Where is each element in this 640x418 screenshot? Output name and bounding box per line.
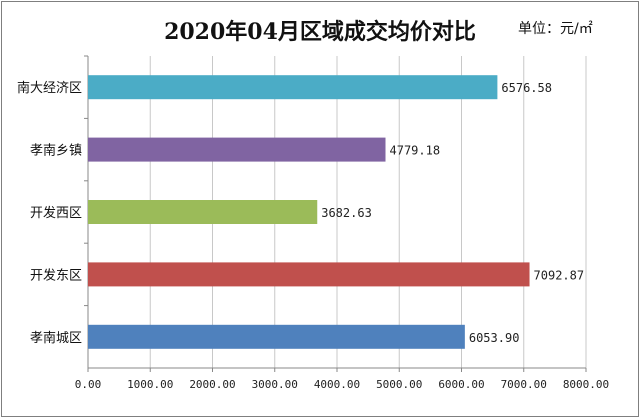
x-tick-label: 7000.00 bbox=[501, 378, 547, 391]
category-label: 孝南城区 bbox=[30, 330, 82, 346]
data-label: 6053.90 bbox=[469, 331, 520, 345]
x-tick-label: 8000.00 bbox=[563, 378, 609, 391]
category-label: 开发西区 bbox=[30, 205, 82, 221]
data-label: 7092.87 bbox=[534, 268, 585, 282]
x-tick-label: 5000.00 bbox=[376, 378, 422, 391]
x-tick-label: 3000.00 bbox=[252, 378, 298, 391]
bar bbox=[88, 137, 386, 162]
unit-label: 单位：元/㎡ bbox=[518, 21, 593, 37]
bar bbox=[88, 324, 465, 349]
x-tick-label: 0.00 bbox=[75, 378, 102, 391]
bar bbox=[88, 75, 498, 100]
x-tick-label: 4000.00 bbox=[314, 378, 360, 391]
category-label: 南大经济区 bbox=[17, 80, 82, 96]
data-label: 3682.63 bbox=[321, 206, 372, 220]
x-tick-label: 6000.00 bbox=[438, 378, 484, 391]
bar bbox=[88, 262, 530, 287]
category-label: 孝南乡镇 bbox=[30, 143, 82, 159]
category-label: 开发东区 bbox=[30, 267, 82, 283]
chart-title: 2020年04月区域成交均价对比 bbox=[164, 19, 476, 45]
bar bbox=[88, 200, 318, 224]
data-label: 6576.58 bbox=[501, 81, 552, 95]
x-tick-label: 1000.00 bbox=[127, 378, 173, 391]
x-tick-label: 2000.00 bbox=[189, 378, 235, 391]
data-label: 4779.18 bbox=[390, 144, 441, 158]
